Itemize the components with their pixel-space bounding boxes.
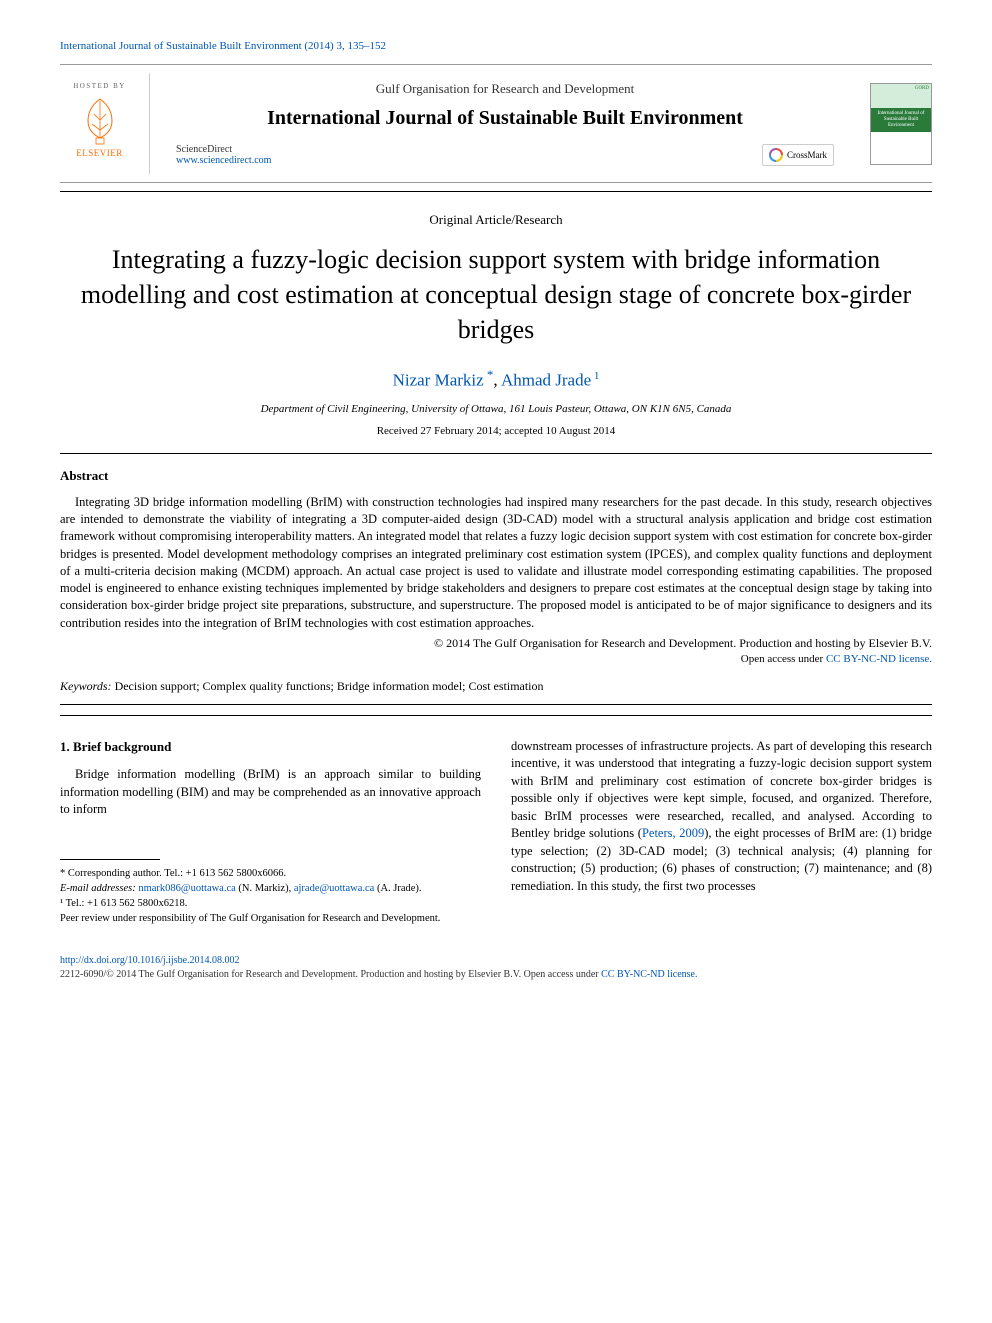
cover-brand: GORD	[915, 86, 929, 91]
footnotes: * Corresponding author. Tel.: +1 613 562…	[60, 866, 481, 927]
article-type: Original Article/Research	[60, 212, 932, 228]
body-columns: 1. Brief background Bridge information m…	[60, 738, 932, 927]
corresponding-marker: *	[484, 367, 494, 382]
author-2[interactable]: Ahmad Jrade	[501, 371, 591, 390]
crossmark-text: CrossMark	[787, 150, 827, 160]
citation: International Journal of Sustainable Bui…	[60, 40, 932, 52]
open-access-prefix: Open access under	[741, 653, 826, 665]
elsevier-text: ELSEVIER	[76, 148, 123, 158]
author-1[interactable]: Nizar Markiz	[393, 371, 484, 390]
elsevier-tree-icon	[78, 96, 122, 146]
abstract-heading: Abstract	[60, 468, 932, 484]
email-2[interactable]: ajrade@uottawa.ca	[294, 883, 375, 894]
elsevier-logo: ELSEVIER	[70, 96, 130, 166]
journal-title: International Journal of Sustainable Bui…	[166, 107, 844, 130]
crossmark-badge[interactable]: CrossMark	[762, 144, 834, 166]
footnote-divider	[60, 859, 160, 860]
divider	[60, 715, 932, 716]
divider	[60, 191, 932, 192]
cover-thumbnail: GORD International Journal of Sustainabl…	[870, 83, 932, 165]
cover-title: International Journal of Sustainable Bui…	[871, 108, 931, 132]
authors: Nizar Markiz *, Ahmad Jrade 1	[60, 367, 932, 391]
crossmark-icon	[769, 148, 783, 162]
sciencedirect-link[interactable]: www.sciencedirect.com	[176, 155, 271, 166]
header-links: ScienceDirect www.sciencedirect.com Cros…	[166, 144, 844, 166]
keywords: Keywords: Decision support; Complex qual…	[60, 679, 932, 694]
copyright: © 2014 The Gulf Organisation for Researc…	[60, 636, 932, 651]
footer-license-link[interactable]: CC BY-NC-ND license.	[601, 969, 697, 980]
footnote-peer-review: Peer review under responsibility of The …	[60, 911, 481, 926]
header-center: Gulf Organisation for Research and Devel…	[150, 73, 860, 174]
page-footer: http://dx.doi.org/10.1016/j.ijsbe.2014.0…	[60, 955, 932, 980]
sciencedirect-label: ScienceDirect	[176, 144, 271, 155]
hosted-by-block: HOSTED BY ELSEVIER	[60, 73, 150, 174]
column-right: downstream processes of infrastructure p…	[511, 738, 932, 927]
citation-ref[interactable]: Peters, 2009	[642, 826, 704, 840]
author-2-affil: 1	[591, 370, 599, 382]
email-1-name: (N. Markiz),	[236, 883, 294, 894]
email-label: E-mail addresses:	[60, 883, 136, 894]
open-access-line: Open access under CC BY-NC-ND license.	[60, 653, 932, 665]
journal-cover: GORD International Journal of Sustainabl…	[860, 73, 932, 174]
footnote-emails: E-mail addresses: nmark086@uottawa.ca (N…	[60, 881, 481, 896]
divider	[60, 453, 932, 454]
sciencedirect-block: ScienceDirect www.sciencedirect.com	[176, 144, 271, 166]
affiliation: Department of Civil Engineering, Univers…	[60, 403, 932, 415]
email-2-name: (A. Jrade).	[374, 883, 421, 894]
footnote-tel: ¹ Tel.: +1 613 562 5800x6218.	[60, 896, 481, 911]
divider	[60, 704, 932, 705]
body-paragraph: Bridge information modelling (BrIM) is a…	[60, 766, 481, 819]
keywords-label: Keywords:	[60, 679, 112, 693]
article-dates: Received 27 February 2014; accepted 10 A…	[60, 425, 932, 437]
section-1-heading: 1. Brief background	[60, 738, 481, 756]
footer-openaccess: Open access under	[524, 969, 601, 980]
footnote-corresponding: * Corresponding author. Tel.: +1 613 562…	[60, 866, 481, 881]
journal-header: HOSTED BY ELSEVIER Gulf Organisation for…	[60, 64, 932, 183]
body-paragraph: downstream processes of infrastructure p…	[511, 738, 932, 896]
keywords-text: Decision support; Complex quality functi…	[112, 679, 544, 693]
license-link[interactable]: CC BY-NC-ND license.	[826, 653, 932, 665]
abstract-text: Integrating 3D bridge information modell…	[60, 494, 932, 632]
article-title: Integrating a fuzzy-logic decision suppo…	[60, 242, 932, 347]
doi-link[interactable]: http://dx.doi.org/10.1016/j.ijsbe.2014.0…	[60, 955, 932, 966]
footer-text: 2212-6090/© 2014 The Gulf Organisation f…	[60, 969, 524, 980]
publisher-name: Gulf Organisation for Research and Devel…	[166, 81, 844, 97]
footer-copyright: 2212-6090/© 2014 The Gulf Organisation f…	[60, 969, 932, 980]
column-left: 1. Brief background Bridge information m…	[60, 738, 481, 927]
email-1[interactable]: nmark086@uottawa.ca	[138, 883, 235, 894]
hosted-by-label: HOSTED BY	[73, 82, 126, 90]
